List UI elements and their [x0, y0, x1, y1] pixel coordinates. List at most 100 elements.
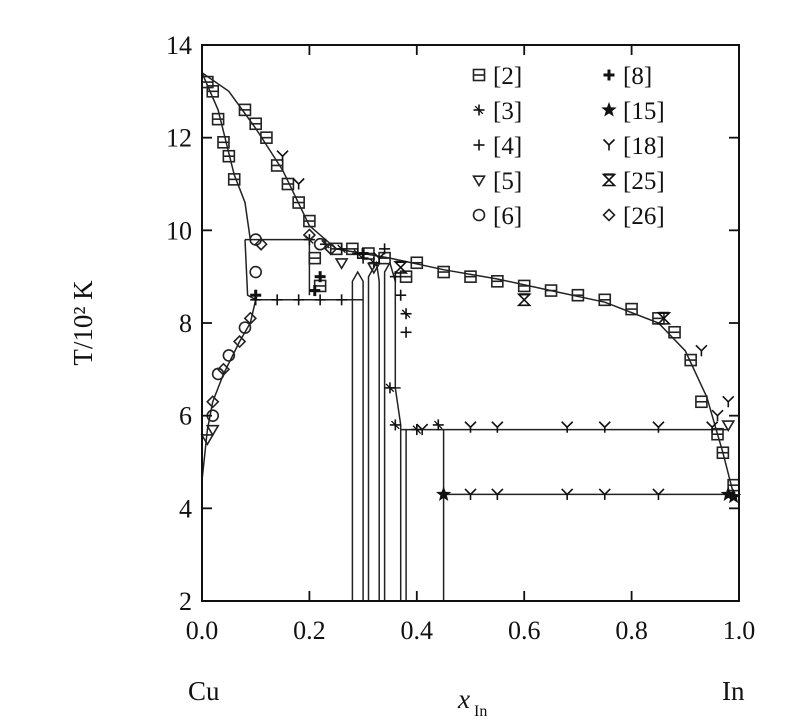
- data-point: [357, 248, 369, 259]
- data-point: [276, 150, 289, 162]
- data-point: [711, 427, 724, 441]
- data-point: [211, 112, 225, 126]
- data-point: [561, 421, 574, 433]
- data-point: [216, 362, 231, 376]
- data-point: [722, 395, 735, 408]
- y-tick-label: 4: [179, 494, 192, 523]
- x-tick-label: 0.0: [186, 616, 219, 645]
- data-point: [625, 302, 638, 316]
- y-tick-label: 12: [166, 124, 192, 153]
- x-tick-label: 0.6: [508, 616, 541, 645]
- data-point: [238, 103, 252, 117]
- data-point: [695, 344, 708, 357]
- legend-marker: [602, 208, 616, 222]
- legend-label: [18]: [623, 133, 665, 160]
- data-point: [292, 196, 305, 209]
- data-point: [314, 294, 326, 306]
- legend-label: [4]: [493, 133, 522, 160]
- data-point: [436, 486, 452, 501]
- legend-entry: [26]: [602, 203, 665, 230]
- data-point: [437, 265, 450, 279]
- y-tick-label: 6: [179, 402, 192, 431]
- data-point: [373, 252, 386, 264]
- legend-entry: [25]: [601, 168, 665, 195]
- legend-entry: [15]: [601, 98, 665, 125]
- data-point: [227, 173, 241, 186]
- data-point: [205, 424, 220, 437]
- legend-marker: [601, 101, 617, 117]
- data-point: [232, 334, 247, 349]
- data-point: [721, 420, 736, 433]
- data-point: [711, 409, 724, 422]
- legend-label: [8]: [623, 63, 652, 90]
- data-point: [308, 251, 322, 265]
- legend-marker: [472, 68, 486, 82]
- y-tick-label: 14: [166, 31, 192, 60]
- data-point: [432, 419, 444, 431]
- phase-boundary-line: [383, 260, 402, 601]
- legend-label: [3]: [493, 98, 522, 125]
- data-point: [652, 421, 665, 433]
- data-point: [598, 293, 612, 307]
- data-point: [303, 214, 316, 228]
- data-point: [706, 421, 719, 433]
- legend-label: [6]: [493, 203, 522, 230]
- data-point: [395, 289, 407, 301]
- data-point: [464, 488, 477, 500]
- data-point: [336, 294, 348, 306]
- axis-ticks: 0.0 0.2 0.4 0.6 0.8 1.0 2 4 6 8 10 12 14: [166, 31, 755, 645]
- data-point: [464, 270, 477, 283]
- data-point: [656, 311, 672, 325]
- data-point: [598, 421, 611, 433]
- data-point: [217, 136, 230, 149]
- x-tick-label: 0.2: [293, 616, 326, 645]
- legend-label: [26]: [623, 203, 665, 230]
- legend-marker: [603, 69, 615, 81]
- data-point: [292, 177, 305, 190]
- legend-marker: [601, 173, 617, 187]
- data-point: [384, 382, 396, 394]
- data-point: [389, 419, 401, 431]
- legend-label: [25]: [623, 168, 665, 195]
- data-point: [313, 237, 327, 251]
- data-point: [206, 395, 220, 409]
- x-left-label: Cu: [188, 676, 220, 706]
- data-point: [243, 311, 257, 325]
- phase-boundary-line: [367, 260, 380, 601]
- y-axis-label: T/10² K: [68, 280, 98, 366]
- legend-entry: [5]: [472, 168, 522, 195]
- phase-boundary-line: [201, 72, 735, 495]
- data-point: [293, 294, 305, 306]
- phase-boundary-line: [201, 299, 257, 481]
- data-point: [249, 265, 262, 279]
- data-point: [200, 434, 215, 446]
- legend-entry: [6]: [472, 203, 522, 230]
- legend-entry: [3]: [473, 98, 522, 125]
- y-tick-label: 10: [166, 216, 192, 245]
- legend-label: [2]: [493, 63, 522, 90]
- data-point: [598, 488, 611, 500]
- data-point: [416, 423, 429, 436]
- data-point: [324, 242, 338, 256]
- data-point: [250, 289, 262, 301]
- legend-entry: [4]: [473, 133, 522, 160]
- data-point: [238, 321, 252, 334]
- x-tick-label: 1.0: [723, 616, 756, 645]
- data-point: [491, 421, 504, 433]
- data-point: [491, 274, 504, 288]
- legend-marker: [473, 139, 485, 151]
- data-point: [309, 285, 321, 297]
- data-point: [271, 294, 283, 306]
- x-tick-label: 0.4: [401, 616, 434, 645]
- data-point: [684, 353, 697, 367]
- legend-entry: [18]: [602, 133, 665, 160]
- data-point: [544, 284, 558, 297]
- data-point: [695, 395, 708, 409]
- data-point: [400, 326, 412, 338]
- data-point: [249, 117, 262, 131]
- legend-entry: [8]: [603, 63, 652, 90]
- legend-label: [15]: [623, 98, 665, 125]
- data-point: [222, 349, 236, 362]
- data-point: [393, 260, 409, 274]
